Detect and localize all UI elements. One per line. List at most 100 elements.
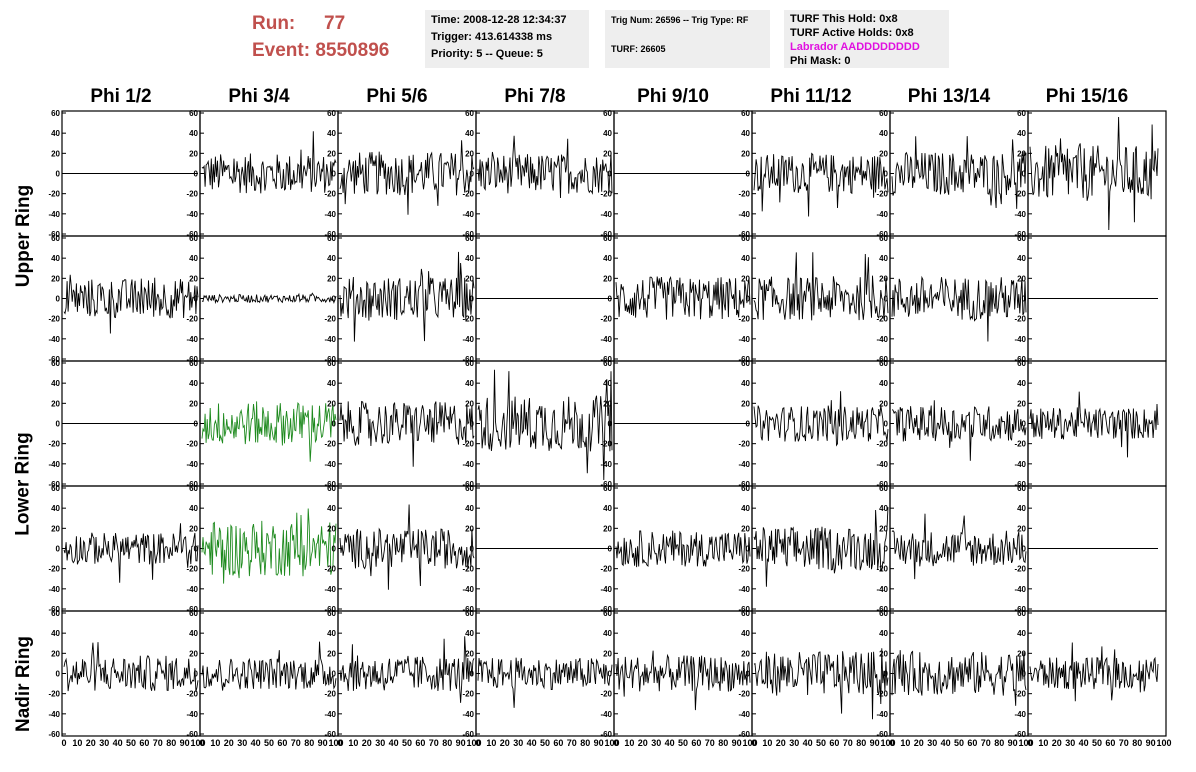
- y-tick-label: 60: [1017, 609, 1026, 618]
- y-tick-label: -60: [600, 480, 612, 489]
- y-tick-label: 60: [327, 609, 336, 618]
- y-tick-label: 60: [327, 234, 336, 243]
- y-tick-label: 40: [51, 129, 60, 138]
- x-tick-label: 30: [789, 738, 799, 748]
- y-tick-label: -40: [462, 710, 474, 719]
- y-tick-label: -20: [1014, 190, 1026, 199]
- y-tick-label: 0: [194, 295, 199, 304]
- x-tick-label: 80: [856, 738, 866, 748]
- column-header-phi-1-2: Phi 1/2: [90, 86, 152, 107]
- y-tick-label: -60: [1014, 730, 1026, 739]
- y-tick-label: -60: [876, 230, 888, 239]
- y-tick-label: 20: [465, 399, 474, 408]
- y-tick-label: 20: [465, 524, 474, 533]
- panel-frame: [613, 610, 753, 737]
- y-tick-label: -20: [186, 565, 198, 574]
- x-tick-label: 100: [604, 738, 619, 748]
- y-tick-label: 60: [51, 109, 60, 118]
- y-tick-label: -40: [738, 585, 750, 594]
- y-tick-label: -40: [186, 585, 198, 594]
- waveform-trace: [891, 275, 1027, 342]
- x-tick-label: 90: [318, 738, 328, 748]
- y-tick-label: -40: [876, 585, 888, 594]
- x-tick-label: 30: [927, 738, 937, 748]
- y-tick-label: 0: [608, 420, 613, 429]
- y-tick-label: -40: [1014, 585, 1026, 594]
- x-tick-label: 50: [1092, 738, 1102, 748]
- x-tick-label: 40: [803, 738, 813, 748]
- y-tick-label: 20: [1017, 149, 1026, 158]
- y-tick-label: 40: [465, 129, 474, 138]
- x-tick-label: 0: [613, 738, 618, 748]
- y-tick-label: -20: [186, 440, 198, 449]
- column-header-phi-9-10: Phi 9/10: [637, 86, 709, 107]
- waveform-trace: [615, 650, 751, 711]
- y-tick-label: -40: [186, 710, 198, 719]
- y-tick-label: 60: [1017, 484, 1026, 493]
- y-tick-label: -40: [462, 460, 474, 469]
- y-tick-label: 60: [603, 234, 612, 243]
- x-tick-label: 80: [718, 738, 728, 748]
- turf-this-hold-text: TURF This Hold: 0x8: [790, 13, 898, 25]
- x-tick-label: 60: [829, 738, 839, 748]
- waveform-panel: 60 40 20 0 -20 -40 -60: [876, 359, 1029, 489]
- y-tick-label: 0: [608, 295, 613, 304]
- y-tick-label: 60: [465, 109, 474, 118]
- waveform-panel: 60 40 20 0 -20 -40 -60: [462, 109, 615, 239]
- column-header-phi-7-8: Phi 7/8: [504, 86, 566, 107]
- y-tick-label: 60: [741, 484, 750, 493]
- y-tick-label: -20: [48, 440, 60, 449]
- y-tick-label: -60: [738, 605, 750, 614]
- y-tick-label: 20: [189, 649, 198, 658]
- y-tick-label: 0: [194, 420, 199, 429]
- waveform-panel: 60 40 20 0 -20 -40 -60: [876, 234, 1029, 364]
- x-tick-label: 100: [1018, 738, 1033, 748]
- column-header-phi-5-6: Phi 5/6: [366, 86, 428, 107]
- y-tick-label: 40: [879, 254, 888, 263]
- x-tick-label: 20: [914, 738, 924, 748]
- y-tick-label: -40: [324, 585, 336, 594]
- y-tick-label: 0: [1022, 295, 1027, 304]
- y-tick-label: 20: [51, 274, 60, 283]
- y-tick-label: -40: [876, 460, 888, 469]
- y-tick-label: 40: [189, 504, 198, 513]
- y-tick-label: 40: [1017, 504, 1026, 513]
- y-tick-label: 20: [879, 649, 888, 658]
- waveform-trace: [339, 140, 475, 215]
- waveform-panel: 60 40 20 0 -20 -40 -60: [876, 109, 1029, 239]
- y-tick-label: -20: [462, 190, 474, 199]
- y-tick-label: 40: [465, 629, 474, 638]
- y-tick-label: 0: [470, 670, 475, 679]
- y-tick-label: 40: [603, 629, 612, 638]
- y-tick-label: -40: [48, 210, 60, 219]
- y-tick-label: 60: [741, 359, 750, 368]
- waveform-panel: 60 40 20 0 -20 -40 -60: [462, 484, 615, 614]
- waveform-trace: [615, 276, 751, 320]
- y-tick-label: 20: [741, 524, 750, 533]
- y-tick-label: 40: [879, 629, 888, 638]
- waveform-panel: 60 40 20 0 -20 -40 -60: [324, 484, 477, 614]
- y-tick-label: 0: [608, 545, 613, 554]
- panel-frame: [61, 610, 201, 737]
- y-tick-label: -60: [324, 730, 336, 739]
- y-tick-label: 20: [603, 149, 612, 158]
- waveform-trace: [201, 131, 337, 194]
- y-tick-label: 40: [1017, 129, 1026, 138]
- waveform-panel: 60 40 20 0 -20 -40 -60: [876, 484, 1029, 614]
- phi-mask-text: Phi Mask: 0: [790, 55, 851, 67]
- y-tick-label: 40: [741, 379, 750, 388]
- y-tick-label: 0: [332, 545, 337, 554]
- waveform-trace: [1029, 116, 1159, 231]
- time-info-box: Time: 2008-12-28 12:34:37 Trigger: 413.6…: [425, 10, 589, 68]
- y-tick-label: 20: [327, 149, 336, 158]
- y-tick-label: 20: [189, 149, 198, 158]
- y-tick-label: 0: [608, 170, 613, 179]
- y-tick-label: -20: [48, 690, 60, 699]
- y-tick-label: 60: [603, 484, 612, 493]
- y-tick-label: 0: [194, 170, 199, 179]
- y-tick-label: -20: [600, 315, 612, 324]
- y-tick-label: 20: [879, 149, 888, 158]
